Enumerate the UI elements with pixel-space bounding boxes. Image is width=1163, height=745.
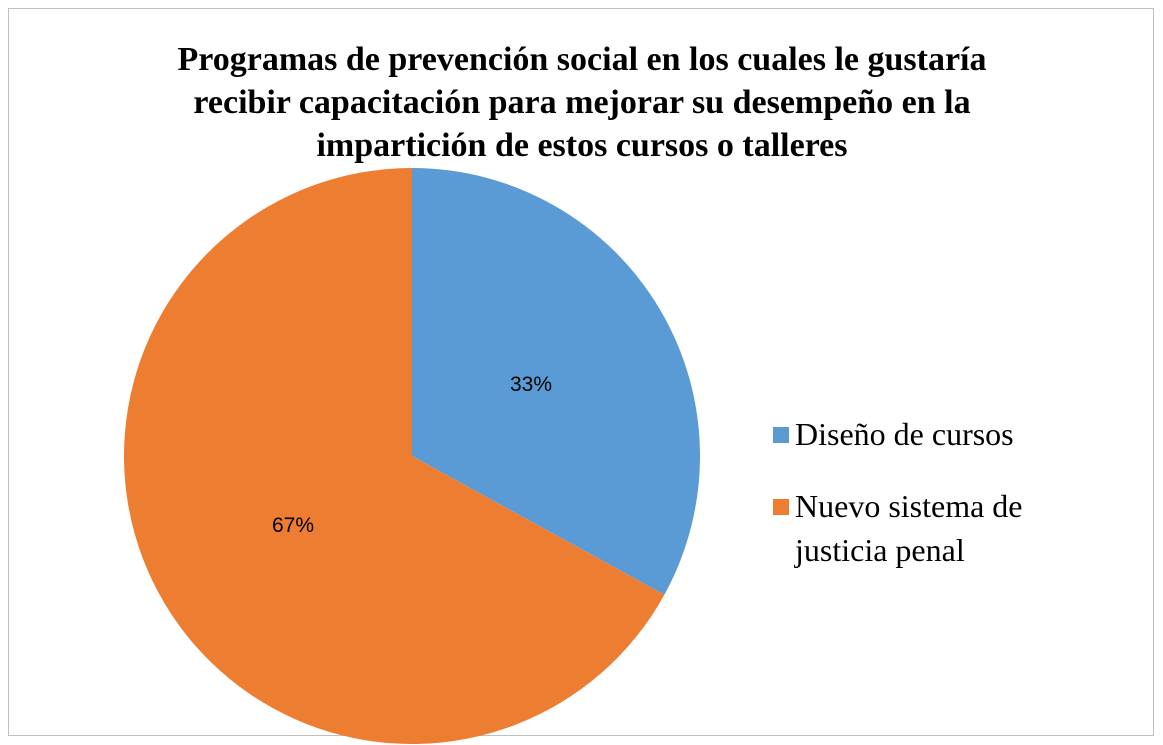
legend-label: Nuevo sistema de justicia penal <box>795 488 1023 568</box>
chart-title: Programas de prevención social en los cu… <box>177 41 987 164</box>
legend-item: Nuevo sistema de justicia penal <box>773 484 1113 572</box>
legend-swatch <box>773 499 789 515</box>
legend: Diseño de cursos Nuevo sistema de justici… <box>773 412 1113 600</box>
chart-area <box>8 8 1154 736</box>
data-label: 33% <box>510 373 552 396</box>
legend-swatch <box>773 427 789 443</box>
legend-label: Diseño de cursos <box>795 416 1014 452</box>
data-label: 67% <box>272 514 314 537</box>
pie-slice <box>124 167 665 744</box>
pie-slice <box>412 168 701 595</box>
legend-item: Diseño de cursos <box>773 412 1113 456</box>
